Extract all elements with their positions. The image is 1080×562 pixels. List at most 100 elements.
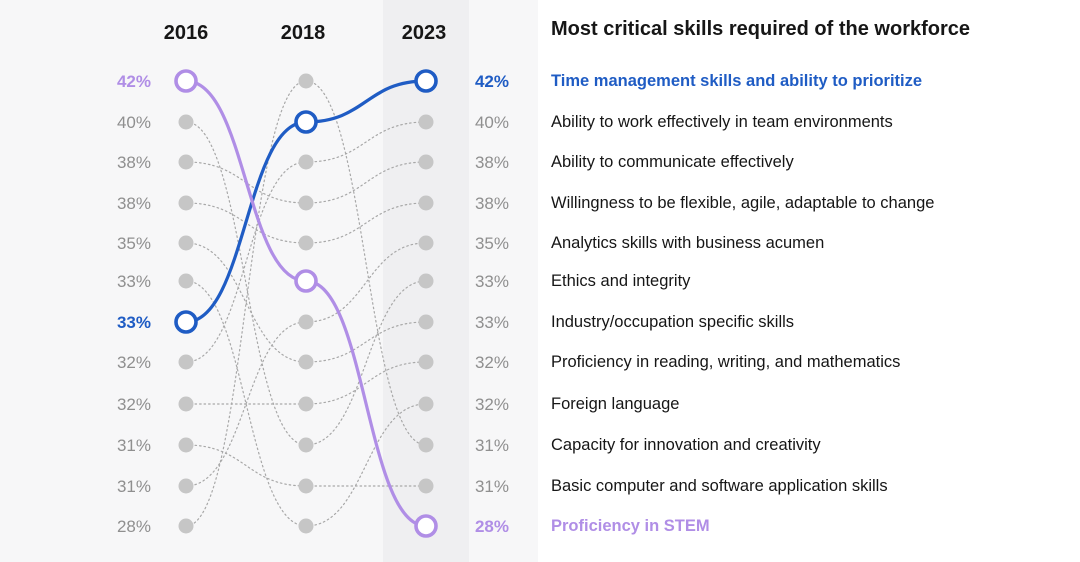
highlight-marker-proficiency-in-2023 — [414, 514, 438, 538]
highlight-marker-time-management-2023 — [414, 69, 438, 93]
connector-line-5-seg-2 — [305, 280, 427, 446]
right-pct-label-rank-4: 38% — [475, 194, 509, 213]
dot-2018-rank-4 — [298, 195, 314, 211]
highlight-line-time-management-seg-1 — [184, 120, 308, 324]
left-pct-label-rank-6: 33% — [117, 272, 151, 291]
dot-2016-rank-11 — [178, 478, 194, 494]
dot-2023-rank-7 — [418, 314, 434, 330]
left-pct-label-rank-10: 31% — [117, 436, 151, 455]
dot-2023-rank-11 — [418, 478, 434, 494]
dot-2023-rank-6 — [418, 273, 434, 289]
connector-line-10-seg-1 — [185, 444, 307, 487]
left-pct-label-rank-5: 35% — [117, 234, 151, 253]
highlighted-series — [174, 69, 438, 538]
left-pct-label-rank-7: 33% — [117, 313, 151, 332]
skill-item-rank-11: Basic computer and software application … — [551, 477, 888, 495]
year-header-2023: 2023 — [402, 22, 447, 44]
dot-2018-rank-10 — [298, 437, 314, 453]
highlight-line-time-management-seg-2 — [304, 79, 428, 124]
skills-panel — [538, 0, 1080, 562]
left-pct-label-rank-9: 32% — [117, 395, 151, 414]
skill-item-rank-1: Time management skills and ability to pr… — [551, 72, 923, 90]
left-pct-label-rank-4: 38% — [117, 194, 151, 213]
highlight-line-proficiency-in-seg-2 — [304, 279, 428, 528]
skill-item-rank-2: Ability to work effectively in team envi… — [551, 113, 893, 131]
connector-line-1-seg-1 — [185, 161, 307, 363]
skill-item-rank-10: Capacity for innovation and creativity — [551, 436, 821, 454]
dot-2016-rank-5 — [178, 235, 194, 251]
dot-2023-rank-8 — [418, 354, 434, 370]
dot-2018-rank-9 — [298, 396, 314, 412]
dot-2016-rank-10 — [178, 437, 194, 453]
left-pct-label-rank-12: 28% — [117, 517, 151, 536]
right-percent-labels: 42% 40% 38% 38% 35% 33% 33% 32% 32% 31% 31% 28% — [475, 72, 509, 536]
rank-dots — [178, 73, 434, 534]
skill-item-rank-5: Analytics skills with business acumen — [551, 234, 825, 252]
left-pct-label-rank-1: 42% — [117, 72, 151, 91]
year-header-2018: 2018 — [281, 22, 326, 44]
dot-2016-rank-4 — [178, 195, 194, 211]
skill-item-rank-12: Proficiency in STEM — [551, 517, 710, 535]
skill-item-rank-3: Ability to communicate effectively — [551, 153, 794, 171]
right-pct-label-rank-1: 42% — [475, 72, 509, 91]
right-pct-label-rank-8: 32% — [475, 353, 509, 372]
skill-item-rank-9: Foreign language — [551, 395, 680, 413]
dot-2023-rank-3 — [418, 154, 434, 170]
right-pct-label-rank-11: 31% — [475, 477, 509, 496]
right-pct-label-rank-9: 32% — [475, 395, 509, 414]
dot-2016-rank-3 — [178, 154, 194, 170]
dot-2023-rank-10 — [418, 437, 434, 453]
highlight-marker-time-management-2016 — [174, 310, 198, 334]
connector-line-7-seg-2 — [305, 361, 427, 405]
left-pct-label-rank-2: 40% — [117, 113, 151, 132]
right-pct-label-rank-7: 33% — [475, 313, 509, 332]
connector-line-8-seg-1 — [185, 280, 307, 527]
connector-line-6-seg-1 — [185, 242, 307, 363]
dot-2016-rank-2 — [178, 114, 194, 130]
year-header-2016: 2016 — [164, 22, 209, 44]
dot-2023-rank-4 — [418, 195, 434, 211]
connector-line-4-seg-2 — [305, 242, 427, 323]
dot-2023-rank-9 — [418, 396, 434, 412]
right-pct-label-rank-6: 33% — [475, 272, 509, 291]
left-pct-label-rank-3: 38% — [117, 153, 151, 172]
highlight-marker-time-management-2018 — [294, 110, 318, 134]
right-pct-label-rank-5: 35% — [475, 234, 509, 253]
left-pct-label-rank-8: 32% — [117, 353, 151, 372]
dot-2023-rank-2 — [418, 114, 434, 130]
dot-2018-rank-3 — [298, 154, 314, 170]
connector-line-3-seg-2 — [305, 202, 427, 244]
left-percent-labels: 42% 40% 38% 38% 35% 33% 33% 32% 32% 31% 31% 28% — [117, 72, 151, 536]
right-pct-label-rank-2: 40% — [475, 113, 509, 132]
chart-title: Most critical skills required of the wor… — [551, 18, 971, 40]
right-pct-label-rank-12: 28% — [475, 517, 509, 536]
highlight-line-proficiency-in-seg-1 — [184, 79, 308, 283]
background-lines — [185, 80, 427, 527]
right-pct-label-rank-10: 31% — [475, 436, 509, 455]
dot-2016-rank-12 — [178, 518, 194, 534]
year-headers: 2016 2018 2023 — [164, 22, 447, 44]
dot-2018-rank-5 — [298, 235, 314, 251]
skill-item-rank-4: Willingness to be flexible, agile, adapt… — [551, 194, 935, 212]
connector-line-5-seg-1 — [185, 121, 307, 446]
dot-2016-rank-8 — [178, 354, 194, 370]
skill-item-rank-6: Ethics and integrity — [551, 272, 691, 290]
highlight-marker-proficiency-in-2018 — [294, 269, 318, 293]
connector-line-8-seg-2 — [305, 403, 427, 527]
right-pct-label-rank-3: 38% — [475, 153, 509, 172]
dot-2018-rank-12 — [298, 518, 314, 534]
skill-item-rank-8: Proficiency in reading, writing, and mat… — [551, 353, 901, 371]
dot-2018-rank-8 — [298, 354, 314, 370]
dot-2018-rank-7 — [298, 314, 314, 330]
skill-item-rank-7: Industry/occupation specific skills — [551, 313, 795, 331]
dot-2016-rank-9 — [178, 396, 194, 412]
connector-line-6-seg-2 — [305, 321, 427, 363]
left-pct-label-rank-11: 31% — [117, 477, 151, 496]
connector-line-9-seg-2 — [305, 80, 427, 446]
connector-line-1-seg-2 — [305, 121, 427, 163]
dot-2018-rank-1 — [298, 73, 314, 89]
dot-2023-rank-5 — [418, 235, 434, 251]
dot-2018-rank-11 — [298, 478, 314, 494]
